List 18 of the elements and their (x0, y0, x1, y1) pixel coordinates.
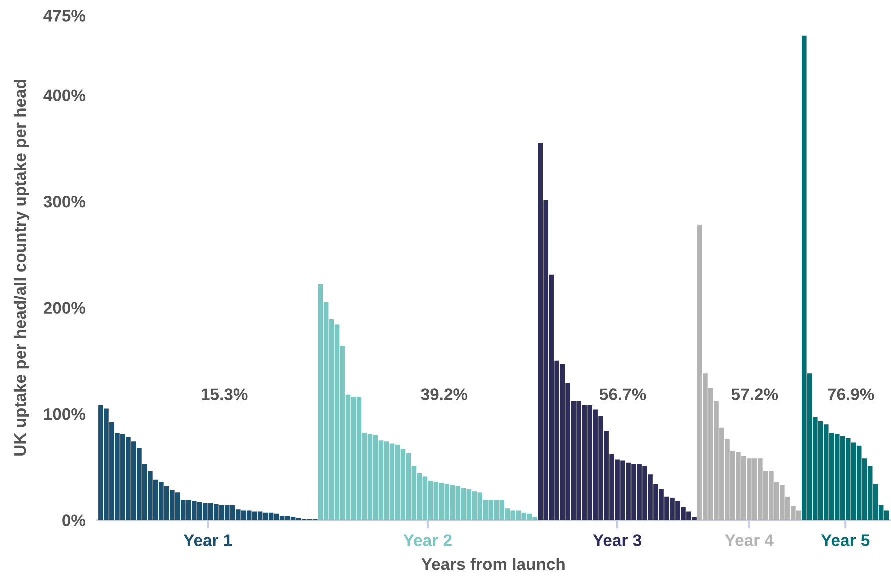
y-tick-label: 300% (44, 196, 86, 208)
series-label: Year 5 (821, 534, 870, 546)
y-tick-label: 100% (44, 408, 86, 420)
x-axis-title: Years from launch (422, 558, 565, 570)
y-tick-label: 400% (44, 90, 86, 102)
y-axis-title: UK uptake per head/all country uptake per head (14, 80, 30, 456)
annotation: 15.3% (202, 388, 248, 400)
series-label: Year 3 (593, 534, 642, 546)
annotation: 76.9% (828, 388, 874, 400)
series-label: Year 4 (725, 534, 774, 546)
y-tick-label: 0% (62, 514, 86, 526)
y-tick-label: 200% (44, 302, 86, 314)
annotation: 39.2% (421, 388, 468, 400)
series-label: Year 1 (184, 534, 232, 546)
y-tick-label: 475% (44, 10, 86, 22)
annotation: 57.2% (732, 388, 778, 400)
annotation: 56.7% (600, 388, 646, 400)
series-label: Year 2 (404, 534, 452, 546)
